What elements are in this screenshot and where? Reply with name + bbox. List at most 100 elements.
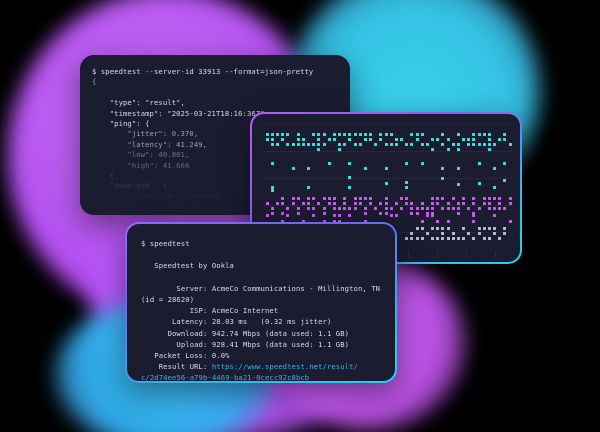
chart-dot: [503, 227, 506, 230]
chart-dot: [405, 143, 408, 146]
chart-dot: [297, 212, 300, 215]
chart-dot: [462, 237, 465, 240]
chart-dot: [509, 197, 512, 200]
chart-dot: [359, 133, 362, 136]
chart-dot: [328, 162, 331, 165]
chart-dot: [307, 207, 310, 210]
chart-dot: [307, 167, 310, 170]
chart-dot: [493, 186, 496, 189]
chart-dot: [338, 220, 341, 223]
chart-dot: [374, 143, 377, 146]
chart-dot: [457, 212, 460, 215]
chart-dot: [498, 197, 501, 200]
chart-dot: [390, 143, 393, 146]
chart-dot: [323, 197, 326, 200]
chart-dot: [462, 202, 465, 205]
chart-dot: [452, 207, 455, 210]
chart-dot: [348, 133, 351, 136]
chart-dot: [323, 143, 326, 146]
chart-dot: [271, 143, 274, 146]
chart-dot: [410, 207, 413, 210]
chart-dot: [343, 202, 346, 205]
chart-dot: [436, 220, 439, 223]
chart-dot: [364, 220, 367, 223]
chart-dot: [498, 202, 501, 205]
chart-dot: [395, 214, 398, 217]
chart-dot: [385, 133, 388, 136]
chart-dot: [271, 189, 274, 192]
chart-dot: [488, 133, 491, 136]
chart-dot: [457, 167, 460, 170]
chart-dot: [364, 133, 367, 136]
chart-dot: [416, 138, 419, 141]
chart-dot: [503, 162, 506, 165]
chart-dot: [467, 207, 470, 210]
chart-dot: [281, 212, 284, 215]
chart-dot: [421, 220, 424, 223]
chart-dot: [348, 207, 351, 210]
chart-dot: [472, 202, 475, 205]
chart-dot: [333, 133, 336, 136]
chart-dot: [312, 197, 315, 200]
chart-dot: [421, 133, 424, 136]
chart-dot: [488, 197, 491, 200]
chart-dot: [441, 237, 444, 240]
chart-dot: [302, 202, 305, 205]
chart-dot: [385, 182, 388, 185]
chart-dot: [478, 227, 481, 230]
chart-dot: [364, 167, 367, 170]
chart-dot: [457, 237, 460, 240]
chart-dot: [354, 197, 357, 200]
chart-dot: [441, 177, 444, 180]
chart-dot: [457, 183, 460, 186]
chart-dot: [457, 133, 460, 136]
chart-dot: [312, 143, 315, 146]
chart-dot: [312, 133, 315, 136]
chart-dot: [452, 197, 455, 200]
chart-dot: [338, 143, 341, 146]
chart-dot: [483, 133, 486, 136]
chart-tick: [495, 251, 497, 258]
chart-dot: [292, 167, 295, 170]
chart-dot: [271, 186, 274, 189]
chart-dot: [426, 143, 429, 146]
chart-dot: [276, 202, 279, 205]
chart-dot: [493, 232, 496, 235]
chart-dot: [498, 207, 501, 210]
chart-dot: [364, 197, 367, 200]
chart-dot: [307, 202, 310, 205]
chart-dot: [431, 197, 434, 200]
chart-dot: [333, 207, 336, 210]
chart-dot: [271, 162, 274, 165]
chart-dot: [447, 138, 450, 141]
summary-terminal-text: $ speedtest Speedtest by Ookla Server: A…: [141, 239, 381, 381]
chart-dot: [431, 214, 434, 217]
chart-dot: [343, 133, 346, 136]
chart-dot: [369, 133, 372, 136]
chart-dot: [343, 143, 346, 146]
chart-dot: [271, 133, 274, 136]
chart-dot: [333, 220, 336, 223]
chart-dot: [467, 143, 470, 146]
chart-dot: [452, 143, 455, 146]
chart-dot: [509, 143, 512, 146]
chart-dot: [472, 214, 475, 217]
chart-dot: [338, 214, 341, 217]
chart-dot: [493, 197, 496, 200]
chart-dot: [364, 212, 367, 215]
chart-dot: [333, 202, 336, 205]
chart-dot: [472, 133, 475, 136]
chart-dot: [503, 207, 506, 210]
chart-dot: [302, 143, 305, 146]
chart-dot: [478, 232, 481, 235]
chart-dot: [488, 138, 491, 141]
chart-dot: [343, 207, 346, 210]
chart-dot: [297, 207, 300, 210]
chart-dot: [405, 186, 408, 189]
chart-dot: [462, 138, 465, 141]
chart-dot: [426, 232, 429, 235]
chart-dot: [292, 143, 295, 146]
chart-dot: [441, 207, 444, 210]
chart-dot: [354, 133, 357, 136]
